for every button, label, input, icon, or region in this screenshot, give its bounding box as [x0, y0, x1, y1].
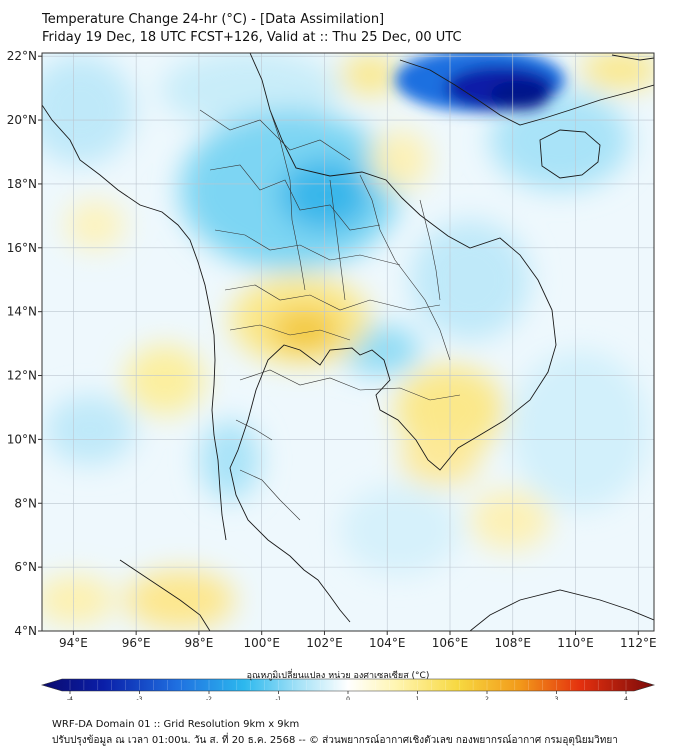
colorbar-tick-label: 2 — [485, 696, 489, 700]
lon-tick-label: 96°E — [122, 636, 151, 650]
temperature-field — [42, 53, 654, 631]
colorbar-tick-label: -1 — [276, 696, 282, 700]
lat-tick-label: 4°N — [14, 624, 37, 638]
graticule — [42, 53, 654, 631]
colorbar-ticks: -4 -3 -2 -1 0 1 2 3 4 — [67, 691, 628, 700]
lon-tick-label: 102°E — [306, 636, 343, 650]
colorbar-tick-label: 4 — [624, 696, 628, 700]
lat-tick-label: 14°N — [7, 305, 37, 319]
map-title: Temperature Change 24-hr (°C) - [Data As… — [42, 12, 385, 27]
colorbar-tick-label: 3 — [555, 696, 559, 700]
lat-tick-label: 20°N — [7, 113, 37, 127]
colorbar-scale — [40, 678, 656, 692]
colorbar-tick-label: -2 — [206, 696, 212, 700]
colorbar-tick-label: 0 — [346, 696, 350, 700]
plot-frame — [41, 52, 655, 632]
coastlines — [42, 53, 654, 631]
latitude-axis: 22°N 20°N 18°N 16°N 14°N 12°N 10°N 8°N 6°N 4°N — [7, 49, 42, 638]
footer-model-info: WRF-DA Domain 01 :: Grid Resolution 9km … — [52, 719, 300, 730]
colorbar-tick-label: 1 — [416, 696, 420, 700]
lat-tick-label: 18°N — [7, 177, 37, 191]
colorbar-tick-label: -4 — [67, 696, 73, 700]
lat-tick-label: 8°N — [14, 496, 37, 510]
lat-tick-label: 16°N — [7, 241, 37, 255]
footer-credit: ปรับปรุงข้อมูล ณ เวลา 01:00น. วัน ส. ที่… — [52, 735, 618, 746]
lon-tick-label: 98°E — [184, 636, 213, 650]
colorbar: -4 -3 -2 -1 0 1 2 3 4 — [40, 678, 656, 700]
lon-tick-label: 94°E — [59, 636, 88, 650]
lon-tick-label: 104°E — [369, 636, 406, 650]
lat-tick-label: 6°N — [14, 560, 37, 574]
lat-tick-label: 10°N — [7, 432, 37, 446]
lat-tick-label: 22°N — [7, 49, 37, 63]
lon-tick-label: 106°E — [432, 636, 469, 650]
map-subtitle: Friday 19 Dec, 18 UTC FCST+126, Valid at… — [42, 30, 462, 45]
lon-tick-label: 108°E — [495, 636, 532, 650]
lat-tick-label: 12°N — [7, 369, 37, 383]
forecast-map: 22°N 20°N 18°N 16°N 14°N 12°N 10°N 8°N 6°N 4°N 94… — [7, 49, 657, 700]
longitude-axis: 94°E 96°E 98°E 100°E 102°E 104°E 106°E 108°E 110… — [59, 631, 657, 650]
lon-tick-label: 100°E — [243, 636, 280, 650]
colorbar-label: อุณหภูมิเปลี่ยนแปลง หน่วย องศาเซลเซียส (… — [246, 671, 430, 681]
colorbar-tick-label: -3 — [137, 696, 143, 700]
lon-tick-label: 112°E — [620, 636, 657, 650]
political-borders — [199, 109, 461, 521]
lon-tick-label: 110°E — [557, 636, 594, 650]
